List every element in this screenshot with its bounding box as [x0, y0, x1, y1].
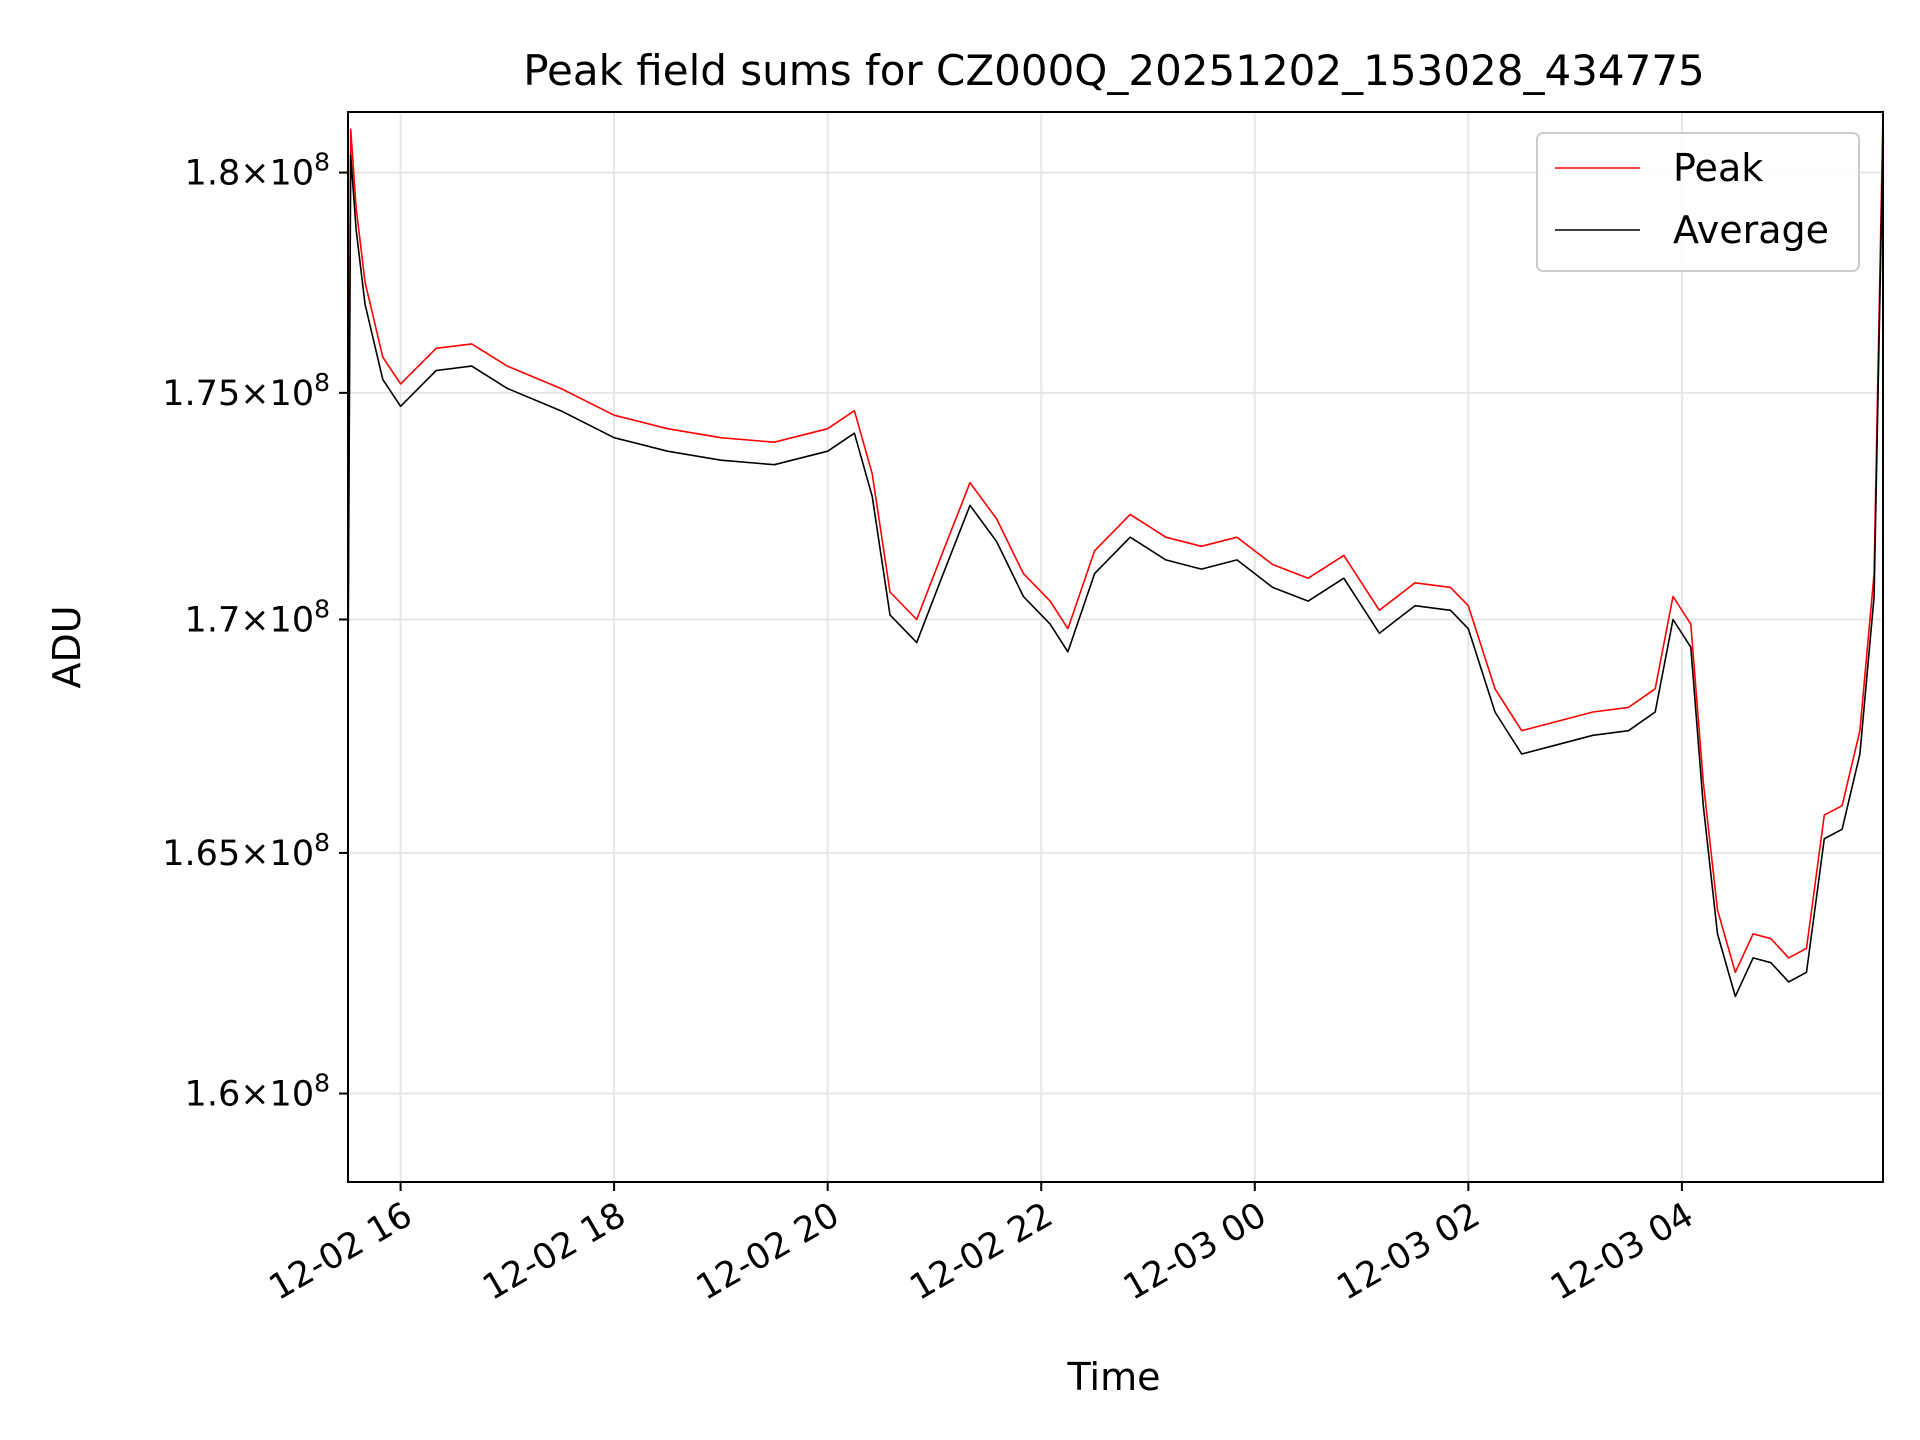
x-tick-label: 12-03 02	[1331, 1195, 1487, 1308]
series-line-peak	[347, 111, 1884, 974]
x-axis-ticks: 12-02 16 12-02 18 12-02 20 12-02 22 12-03 00…	[263, 1182, 1700, 1308]
x-tick-label: 12-02 16	[263, 1195, 419, 1308]
y-tick-times: ×10	[240, 834, 314, 874]
legend-label-peak: Peak	[1673, 146, 1763, 190]
y-tick-times: ×10	[240, 374, 314, 414]
plot-frame	[347, 111, 1884, 1183]
chart-title: Peak field sums for CZ000Q_20251202_1530…	[523, 46, 1705, 95]
y-tick-exponent: 8	[314, 1069, 330, 1098]
legend-label-average: Average	[1673, 208, 1829, 252]
y-axis-label: ADU	[45, 605, 89, 688]
y-tick-times: ×10	[240, 154, 314, 194]
y-tick-label: 1.6×108	[185, 1069, 330, 1115]
y-tick-mantissa: 1.6	[185, 1075, 241, 1115]
x-tick-label: 12-02 20	[690, 1195, 846, 1308]
y-tick-exponent: 8	[314, 368, 330, 397]
y-tick-times: ×10	[240, 601, 314, 641]
x-tick-label: 12-02 18	[476, 1195, 632, 1308]
y-tick-label: 1.65×108	[162, 828, 330, 874]
x-tick-label: 12-03 00	[1117, 1195, 1273, 1308]
y-tick-mantissa: 1.65	[162, 834, 240, 874]
y-tick-mantissa: 1.75	[162, 374, 240, 414]
y-tick-label: 1.8×108	[185, 148, 330, 194]
grid	[348, 112, 1883, 1182]
x-tick-label: 12-03 04	[1544, 1195, 1700, 1308]
series-layer	[347, 111, 1884, 998]
x-axis-label: Time	[1067, 1355, 1161, 1399]
x-tick-label: 12-02 22	[903, 1195, 1059, 1308]
y-tick-mantissa: 1.7	[185, 601, 241, 641]
series-line-average	[347, 137, 1884, 998]
y-tick-times: ×10	[240, 1075, 314, 1115]
y-tick-exponent: 8	[314, 595, 330, 624]
y-tick-mantissa: 1.8	[185, 154, 241, 194]
y-tick-label: 1.75×108	[162, 368, 330, 414]
y-tick-exponent: 8	[314, 148, 330, 177]
y-tick-label: 1.7×108	[185, 595, 330, 641]
legend: Peak Average	[1536, 132, 1860, 272]
y-tick-exponent: 8	[314, 828, 330, 857]
